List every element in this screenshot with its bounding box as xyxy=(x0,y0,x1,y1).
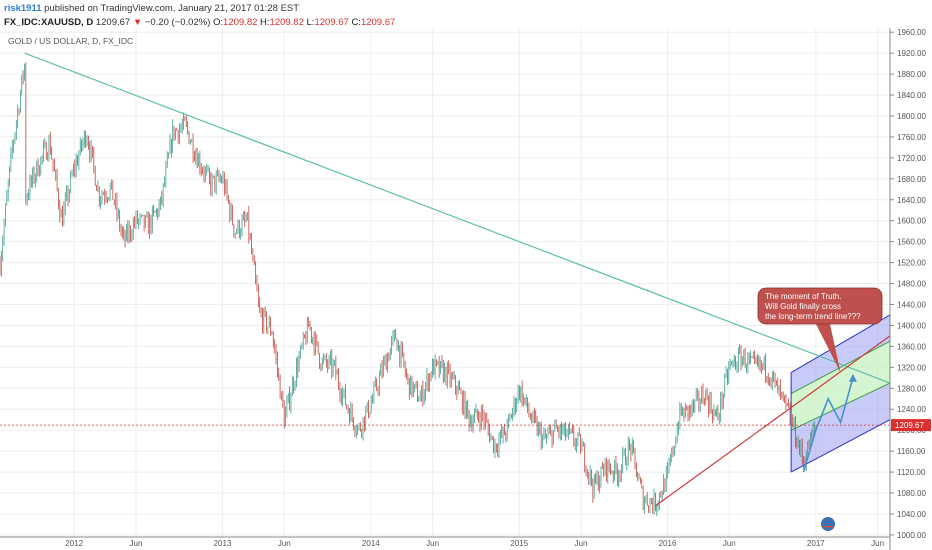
y-tick-label: 1000.00 xyxy=(897,531,926,540)
annotation-text-line: Will Gold finally cross xyxy=(765,302,841,311)
y-tick-label: 1240.00 xyxy=(897,405,926,414)
projection-arrowhead xyxy=(848,373,857,382)
annotation-box xyxy=(757,287,883,325)
last-price-badge-bg xyxy=(891,419,931,432)
close-label: C: xyxy=(351,17,361,28)
y-tick-label: 1080.00 xyxy=(897,489,926,498)
last-price-badge-text: 1209.67 xyxy=(895,421,924,430)
x-tick-label: Jun xyxy=(575,539,588,548)
y-tick-label: 1800.00 xyxy=(897,112,926,121)
y-tick-label: 1440.00 xyxy=(897,300,926,309)
author-link[interactable]: risk1911 xyxy=(4,3,42,14)
y-tick-label: 1600.00 xyxy=(897,217,926,226)
symbol-label[interactable]: FX_IDC:XAUUSD, D xyxy=(4,17,94,28)
y-tick-label: 1640.00 xyxy=(897,196,926,205)
x-tick-label: 2012 xyxy=(65,539,83,548)
x-tick-label: 2014 xyxy=(362,539,380,548)
channel-upper-band xyxy=(791,314,890,394)
trend-lines[interactable] xyxy=(0,52,891,507)
x-tick-label: 2015 xyxy=(510,539,528,548)
y-tick-label: 1960.00 xyxy=(897,28,926,37)
x-tick-label: Jun xyxy=(130,539,143,548)
close-value: 1209.67 xyxy=(360,17,396,28)
x-tick-label: 2017 xyxy=(807,539,825,548)
x-tick-label: 2016 xyxy=(659,539,677,548)
down-arrow-icon: ▼ xyxy=(132,17,143,28)
channel-line-top xyxy=(790,314,891,374)
y-tick-label: 1720.00 xyxy=(897,154,926,163)
y-tick-label: 1040.00 xyxy=(897,510,926,519)
y-tick-label: 1320.00 xyxy=(897,363,926,372)
x-tick-label: Jun xyxy=(426,539,439,548)
channel-line-upper_mid xyxy=(790,340,891,394)
y-tick-label: 1520.00 xyxy=(897,259,926,268)
high-label: H: xyxy=(260,17,270,28)
open-value: 1209.82 xyxy=(223,17,258,28)
channel-line-lower_mid xyxy=(790,382,891,431)
ohlc-line: FX_IDC:XAUUSD, D 1209.67 ▼ −0.20 (−0.02%… xyxy=(4,16,395,30)
low-value: 1209.67 xyxy=(314,17,349,28)
y-tick-label: 1120.00 xyxy=(897,468,926,477)
change-value: −0.20 (−0.02%) xyxy=(144,17,211,28)
high-value: 1209.82 xyxy=(269,17,304,28)
regression-channel[interactable] xyxy=(790,314,891,473)
low-label: L: xyxy=(306,17,315,28)
y-tick-label: 1360.00 xyxy=(897,342,926,351)
x-tick-label: Jun xyxy=(871,539,884,548)
open-label: O: xyxy=(213,17,224,28)
y-tick-label: 1480.00 xyxy=(897,280,926,289)
publish-line: risk1911 published on TradingView.com, J… xyxy=(4,2,395,16)
y-tick-label: 1280.00 xyxy=(897,384,926,393)
annotation-text-line: the long-term trend line??? xyxy=(765,312,861,321)
x-axis[interactable]: 2012 Jun 2013 Jun 2014 Jun 2015 Jun 2016 Jun 2017 J… xyxy=(65,539,884,548)
y-tick-label: 1760.00 xyxy=(897,133,926,142)
chart-title: GOLD / US DOLLAR, D, FX_IDC xyxy=(8,36,133,46)
y-tick-label: 1880.00 xyxy=(897,70,926,79)
last-price-badge: 1209.67 xyxy=(891,419,931,432)
annotation-text-line: The moment of Truth. xyxy=(765,292,841,301)
chart-header: risk1911 published on TradingView.com, J… xyxy=(4,2,395,30)
last-value: 1209.67 xyxy=(95,17,131,28)
published-text: published on TradingView.com, January 21… xyxy=(41,3,300,14)
x-tick-label: Jun xyxy=(278,539,291,548)
annotation-group[interactable]: The moment of Truth.Will Gold finally cr… xyxy=(757,287,883,373)
annotation-pointer xyxy=(816,324,841,373)
y-tick-label: 1920.00 xyxy=(897,49,926,58)
x-tick-label: 2013 xyxy=(214,539,232,548)
y-tick-label: 1680.00 xyxy=(897,175,926,184)
y-tick-label: 1560.00 xyxy=(897,238,926,247)
y-tick-label: 1840.00 xyxy=(897,91,926,100)
channel-line-bottom xyxy=(790,419,891,473)
channel-middle-band xyxy=(791,341,890,431)
projection-path xyxy=(802,377,854,473)
y-tick-label: 1400.00 xyxy=(897,321,926,330)
channel-lower-band xyxy=(791,383,890,473)
long-term-trend-line xyxy=(24,52,891,384)
support-trend-line xyxy=(654,335,891,507)
tradingview-logo[interactable] xyxy=(821,517,835,531)
y-tick-label: 1160.00 xyxy=(897,447,926,456)
x-tick-label: Jun xyxy=(723,539,736,548)
candles xyxy=(0,62,817,517)
